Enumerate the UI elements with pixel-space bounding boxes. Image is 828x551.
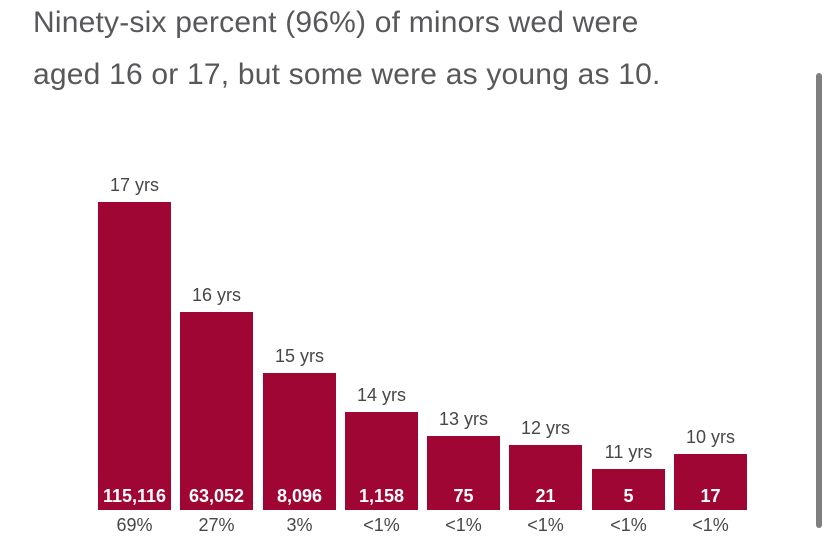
bar-age-label-10-yrs: 10 yrs	[685, 427, 736, 447]
bar-14-yrs	[345, 412, 418, 510]
bar-15-yrs	[263, 373, 336, 510]
bar-value-label: 21	[535, 486, 556, 506]
bar-16-yrs	[180, 312, 253, 510]
bar-value-label: 115,116	[102, 486, 167, 506]
bar-11-yrs	[592, 469, 665, 510]
chart-title: Ninety-six percent (96%) of minors wed w…	[33, 0, 661, 101]
bar-age-label-14-yrs: 14 yrs	[356, 385, 407, 405]
bar-17-yrs	[98, 202, 171, 510]
bar-10-yrs	[674, 454, 747, 510]
bar-age-label-17-yrs: 17 yrs	[109, 175, 160, 195]
scrollbar-thumb[interactable]	[816, 73, 822, 528]
bar-percent-label: <1%	[445, 515, 482, 535]
bar-percent-label: <1%	[363, 515, 400, 535]
bar-age-label-12-yrs: 12 yrs	[520, 418, 571, 438]
bar-percent-label: <1%	[692, 515, 729, 535]
bar-value-label: 63,052	[188, 486, 245, 506]
bar-percent-label: 3%	[286, 515, 313, 535]
bar-percent-label: 69%	[116, 515, 153, 535]
bar-value-label: 5	[623, 486, 634, 506]
chart-title-line-2: aged 16 or 17, but some were as young as…	[33, 58, 661, 91]
bar-age-label-15-yrs: 15 yrs	[274, 346, 325, 366]
bar-age-label-11-yrs: 11 yrs	[604, 442, 653, 462]
bar-percent-label: 27%	[198, 515, 235, 535]
bar-age-label-13-yrs: 13 yrs	[438, 409, 489, 429]
bar-13-yrs	[427, 436, 500, 510]
bar-value-label: 75	[453, 486, 474, 506]
bar-12-yrs	[509, 445, 582, 510]
bar-percent-label: <1%	[610, 515, 647, 535]
bar-value-label: 8,096	[276, 486, 323, 506]
bar-value-label: 17	[700, 486, 721, 506]
chart-title-line-1: Ninety-six percent (96%) of minors wed w…	[33, 6, 639, 39]
bar-percent-label: <1%	[527, 515, 564, 535]
bar-value-label: 1,158	[358, 486, 405, 506]
bar-age-label-16-yrs: 16 yrs	[191, 285, 242, 305]
